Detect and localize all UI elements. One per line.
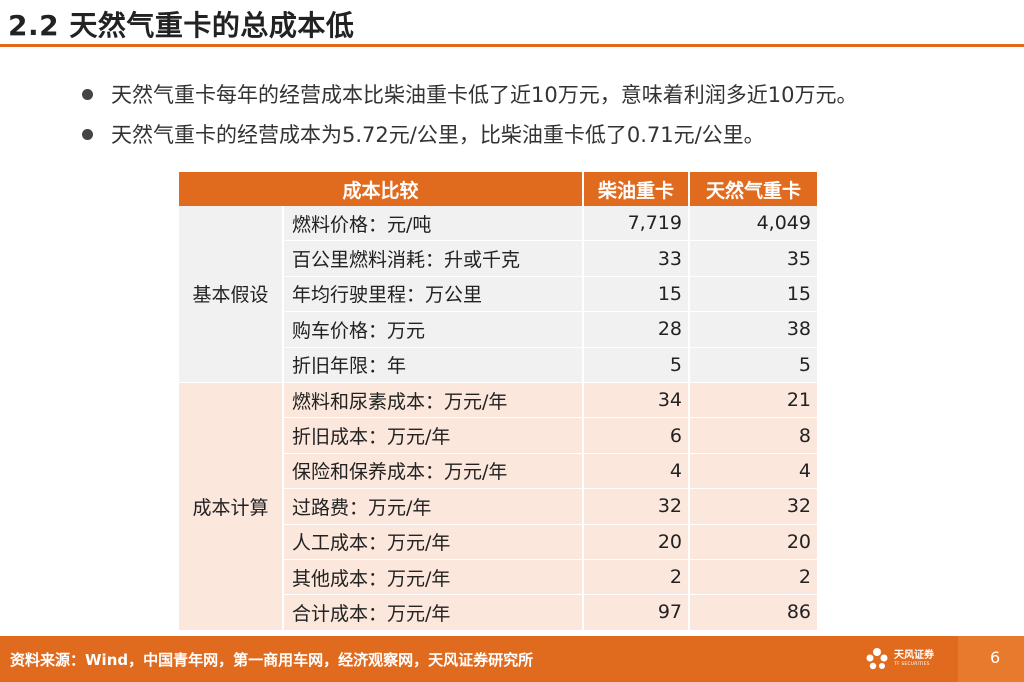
table-row: 购车价格：万元 28 38 (179, 311, 817, 348)
bullet-item: 天然气重卡每年的经营成本比柴油重卡低了近10万元，意味着利润多近10万元。 (82, 74, 857, 114)
table-header-row: 成本比较 柴油重卡 天然气重卡 (179, 172, 817, 206)
page-title: 2.2 天然气重卡的总成本低 (8, 9, 355, 42)
footer-bar: 资料来源：Wind，中国青年网，第一商用车网，经济观察网，天风证券研究所 天风证… (0, 636, 1024, 682)
row-item: 年均行驶里程：万公里 (282, 276, 583, 313)
gas-value: 86 (688, 594, 817, 631)
diesel-value: 5 (582, 347, 689, 383)
logo-name-en: TF SECURITIES (894, 661, 930, 667)
diesel-value: 15 (582, 276, 689, 313)
row-item: 百公里燃料消耗：升或千克 (282, 240, 583, 277)
bullet-item: 天然气重卡的经营成本为5.72元/公里，比柴油重卡低了0.71元/公里。 (82, 114, 857, 154)
gas-value: 8 (688, 417, 817, 454)
bullet-list: 天然气重卡每年的经营成本比柴油重卡低了近10万元，意味着利润多近10万元。 天然… (82, 74, 857, 154)
table-row: 基本假设 燃料价格：元/吨 7,719 4,049 (179, 206, 817, 383)
company-logo: 天风证券 TF SECURITIES (864, 644, 954, 674)
header-cost-comparison: 成本比较 (179, 172, 584, 206)
bullet-text: 天然气重卡每年的经营成本比柴油重卡低了近10万元，意味着利润多近10万元。 (111, 83, 858, 107)
page-number: 6 (990, 648, 1001, 667)
table-row: 人工成本：万元/年 20 20 (179, 524, 817, 560)
gas-value: 5 (688, 347, 817, 383)
diesel-value: 97 (582, 594, 689, 631)
row-item: 合计成本：万元/年 (282, 594, 583, 631)
table-row: 折旧成本：万元/年 6 8 (179, 417, 817, 454)
gas-value: 21 (688, 382, 817, 419)
diesel-value: 4 (582, 453, 689, 490)
footer-source: 资料来源：Wind，中国青年网，第一商用车网，经济观察网，天风证券研究所 (10, 651, 534, 669)
table-row: 保险和保养成本：万元/年 4 4 (179, 453, 817, 490)
row-item: 人工成本：万元/年 (282, 524, 583, 560)
diesel-value: 34 (582, 382, 689, 419)
footer-accent-block (958, 636, 1024, 682)
table-row: 其他成本：万元/年 2 2 (179, 559, 817, 596)
gas-value: 35 (688, 240, 817, 277)
header-natural-gas: 天然气重卡 (689, 172, 817, 206)
gas-value: 4,049 (688, 206, 817, 242)
diesel-value: 2 (582, 559, 689, 596)
row-item: 折旧成本：万元/年 (282, 417, 583, 454)
gas-value: 32 (688, 488, 817, 525)
group-label-cost-calc: 成本计算 (179, 382, 283, 631)
cost-comparison-table: 成本比较 柴油重卡 天然气重卡 基本假设 燃料价格：元/吨 7,719 4,04… (179, 172, 817, 631)
gas-value: 20 (688, 524, 817, 560)
table-row: 年均行驶里程：万公里 15 15 (179, 276, 817, 313)
logo-text: 天风证券 TF SECURITIES (894, 649, 934, 668)
gas-value: 38 (688, 311, 817, 348)
table-row: 过路费：万元/年 32 32 (179, 488, 817, 525)
gas-value: 4 (688, 453, 817, 490)
table-row: 百公里燃料消耗：升或千克 33 35 (179, 240, 817, 277)
flower-icon (866, 648, 888, 670)
row-item: 过路费：万元/年 (282, 488, 583, 525)
diesel-value: 28 (582, 311, 689, 348)
bullet-dot-icon (82, 128, 93, 140)
row-item: 燃料价格：元/吨 (282, 206, 583, 242)
diesel-value: 6 (582, 417, 689, 454)
diesel-value: 7,719 (582, 206, 689, 242)
gas-value: 2 (688, 559, 817, 596)
diesel-value: 33 (582, 240, 689, 277)
gas-value: 15 (688, 276, 817, 313)
header-diesel: 柴油重卡 (583, 172, 690, 206)
bullet-dot-icon (82, 88, 93, 100)
diesel-value: 32 (582, 488, 689, 525)
bullet-text: 天然气重卡的经营成本为5.72元/公里，比柴油重卡低了0.71元/公里。 (111, 123, 765, 147)
table-row: 折旧年限：年 5 5 (179, 347, 817, 383)
row-item: 保险和保养成本：万元/年 (282, 453, 583, 490)
row-item: 燃料和尿素成本：万元/年 (282, 382, 583, 419)
diesel-value: 20 (582, 524, 689, 560)
table-row: 合计成本：万元/年 97 86 (179, 594, 817, 631)
group-label-assumptions: 基本假设 (179, 206, 283, 383)
row-item: 购车价格：万元 (282, 311, 583, 348)
row-item: 其他成本：万元/年 (282, 559, 583, 596)
row-item: 折旧年限：年 (282, 347, 583, 383)
table-row: 成本计算 燃料和尿素成本：万元/年 34 21 (179, 382, 817, 631)
title-divider (0, 44, 1024, 47)
logo-name-cn: 天风证券 (894, 649, 934, 661)
